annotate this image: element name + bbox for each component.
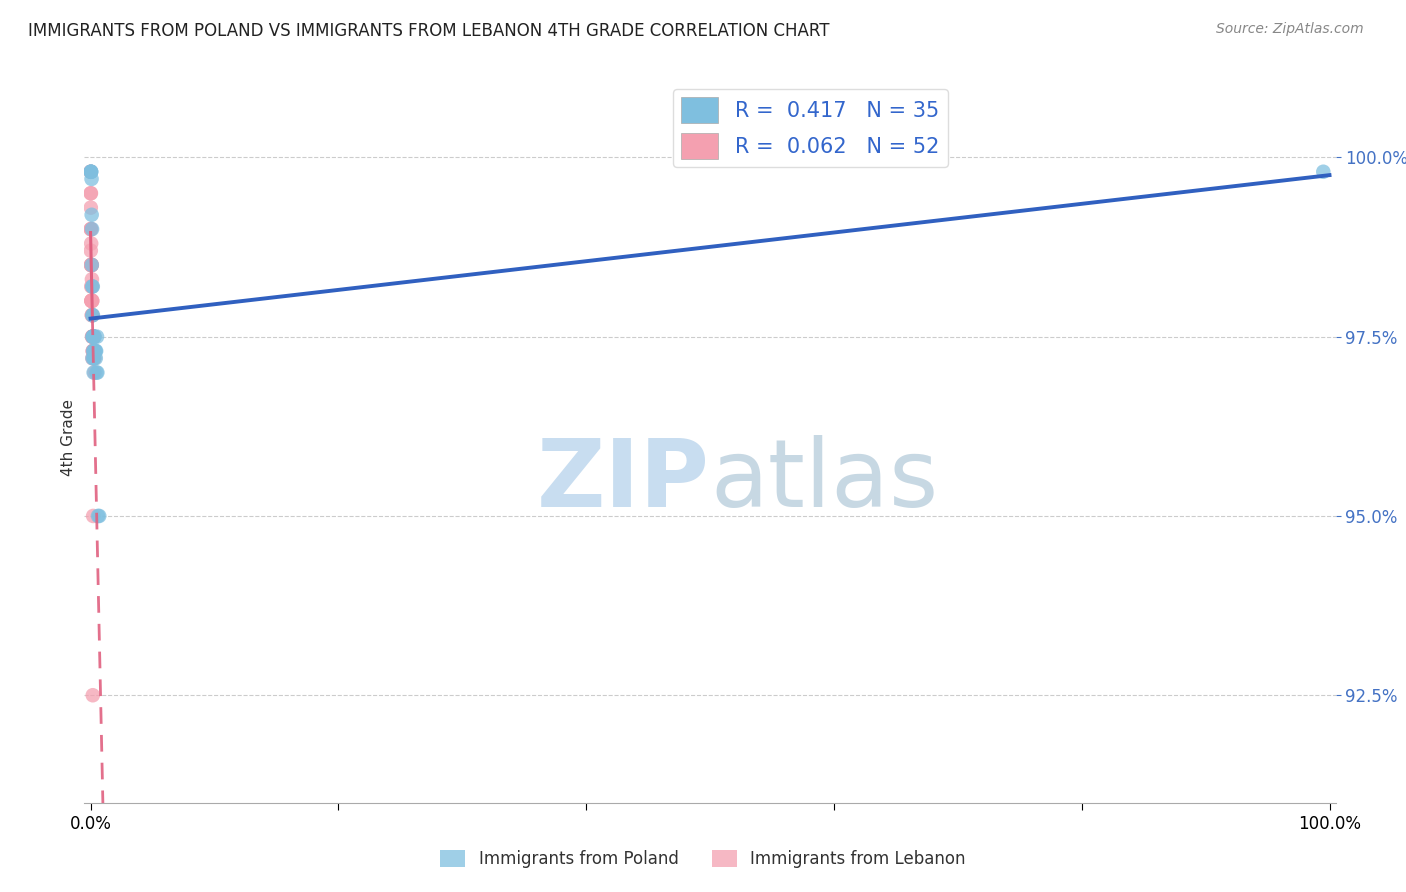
Point	[79, 165, 101, 179]
Point	[82, 293, 104, 308]
Point	[82, 308, 104, 322]
Point	[83, 344, 105, 359]
Point	[83, 329, 105, 343]
Point	[89, 508, 111, 523]
Point	[83, 351, 105, 366]
Point	[80, 165, 103, 179]
Y-axis label: 4th Grade: 4th Grade	[60, 399, 76, 475]
Point	[80, 258, 103, 272]
Point	[86, 366, 108, 380]
Point	[80, 279, 103, 293]
Point	[80, 258, 103, 272]
Point	[80, 279, 103, 293]
Point	[80, 186, 103, 201]
Legend: R =  0.417   N = 35, R =  0.062   N = 52: R = 0.417 N = 35, R = 0.062 N = 52	[672, 89, 948, 167]
Point	[83, 329, 105, 343]
Point	[80, 293, 103, 308]
Point	[83, 351, 105, 366]
Point	[80, 329, 103, 343]
Point	[80, 165, 103, 179]
Point	[79, 186, 101, 201]
Point	[82, 351, 104, 366]
Point	[82, 329, 104, 343]
Point	[83, 329, 105, 343]
Point	[82, 344, 104, 359]
Point	[84, 344, 107, 359]
Point	[82, 308, 104, 322]
Point	[82, 329, 104, 343]
Point	[80, 236, 103, 251]
Point	[80, 308, 103, 322]
Point	[83, 344, 105, 359]
Text: IMMIGRANTS FROM POLAND VS IMMIGRANTS FROM LEBANON 4TH GRADE CORRELATION CHART: IMMIGRANTS FROM POLAND VS IMMIGRANTS FRO…	[28, 22, 830, 40]
Point	[80, 258, 103, 272]
Legend: Immigrants from Poland, Immigrants from Lebanon: Immigrants from Poland, Immigrants from …	[433, 843, 973, 875]
Text: Source: ZipAtlas.com: Source: ZipAtlas.com	[1216, 22, 1364, 37]
Point	[86, 366, 108, 380]
Point	[80, 293, 103, 308]
Point	[84, 351, 107, 366]
Point	[82, 329, 104, 343]
Point	[82, 508, 104, 523]
Point	[80, 308, 103, 322]
Point	[80, 172, 103, 186]
Point	[82, 329, 104, 343]
Point	[82, 329, 104, 343]
Point	[82, 308, 104, 322]
Point	[82, 293, 104, 308]
Point	[83, 351, 105, 366]
Point	[82, 329, 104, 343]
Point	[80, 222, 103, 236]
Point	[79, 165, 101, 179]
Point	[83, 329, 105, 343]
Point	[80, 222, 103, 236]
Point	[80, 258, 103, 272]
Point	[83, 366, 105, 380]
Point	[82, 351, 104, 366]
Point	[80, 222, 103, 236]
Point	[80, 258, 103, 272]
Point	[83, 351, 105, 366]
Point	[80, 165, 103, 179]
Point	[86, 329, 108, 343]
Point	[82, 329, 104, 343]
Point	[80, 258, 103, 272]
Text: ZIP: ZIP	[537, 435, 710, 527]
Point	[83, 329, 105, 343]
Point	[82, 329, 104, 343]
Point	[80, 201, 103, 215]
Point	[82, 279, 104, 293]
Point	[82, 329, 104, 343]
Text: atlas: atlas	[710, 435, 938, 527]
Point	[82, 688, 104, 702]
Point	[82, 279, 104, 293]
Point	[82, 344, 104, 359]
Point	[82, 344, 104, 359]
Point	[84, 344, 107, 359]
Point	[83, 351, 105, 366]
Point	[82, 329, 104, 343]
Point	[80, 258, 103, 272]
Point	[80, 244, 103, 258]
Point	[1312, 165, 1334, 179]
Point	[80, 293, 103, 308]
Point	[80, 165, 103, 179]
Point	[83, 366, 105, 380]
Point	[82, 344, 104, 359]
Point	[84, 344, 107, 359]
Point	[80, 258, 103, 272]
Point	[80, 222, 103, 236]
Point	[83, 344, 105, 359]
Point	[82, 344, 104, 359]
Point	[80, 208, 103, 222]
Point	[80, 293, 103, 308]
Point	[83, 344, 105, 359]
Point	[87, 508, 110, 523]
Point	[80, 272, 103, 286]
